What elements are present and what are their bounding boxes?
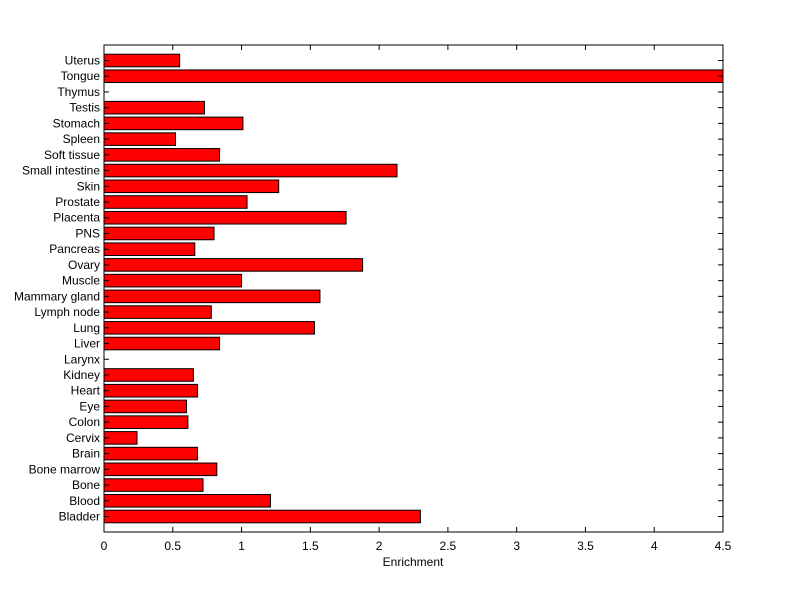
x-tick-label-4: 2 [376, 539, 383, 553]
y-tick-label-skin: Skin [77, 179, 100, 193]
bars-layer [103, 53, 724, 524]
y-tick-label-colon: Colon [69, 415, 100, 429]
bar-bone [103, 478, 204, 492]
bar-bladder [103, 509, 421, 524]
bar-kidney [103, 368, 194, 382]
x-tick-label-0: 0 [101, 539, 108, 553]
y-tick-label-larynx: Larynx [64, 352, 100, 366]
bar-ovary [103, 258, 364, 272]
x-tick-label-2: 1 [238, 539, 245, 553]
bar-uterus [103, 53, 181, 68]
y-tick-label-spleen: Spleen [63, 132, 100, 146]
y-tick-label-prostate: Prostate [55, 195, 100, 209]
y-tick-label-muscle: Muscle [62, 274, 100, 288]
y-tick-label-testis: Testis [69, 101, 100, 115]
x-tick-label-6: 3 [513, 539, 520, 553]
bar-brain [103, 446, 199, 461]
y-tick-label-bladder: Bladder [59, 510, 100, 524]
y-tick-label-placenta: Placenta [53, 211, 100, 225]
bar-bone-marrow [103, 462, 218, 477]
x-axis-label: Enrichment [383, 555, 444, 569]
bar-lung [103, 321, 315, 335]
y-tick-label-stomach: Stomach [53, 116, 100, 130]
bar-blood [103, 493, 271, 508]
bar-tongue [103, 69, 724, 84]
y-tick-label-cervix: Cervix [66, 431, 100, 445]
y-tick-label-pancreas: Pancreas [49, 242, 100, 256]
y-tick-label-liver: Liver [74, 337, 100, 351]
y-tick-label-bone-marrow: Bone marrow [29, 462, 101, 476]
y-tick-label-mammary-gland: Mammary gland [14, 289, 100, 303]
y-tick-label-bone: Bone [72, 478, 100, 492]
y-tick-label-pns: PNS [75, 226, 100, 240]
x-tick-label-3: 1.5 [302, 539, 319, 553]
bar-colon [103, 415, 189, 429]
bar-stomach [103, 116, 244, 131]
y-tick-label-soft-tissue: Soft tissue [44, 148, 100, 162]
bar-placenta [103, 210, 347, 225]
bar-testis [103, 100, 205, 115]
x-tick-label-7: 3.5 [577, 539, 594, 553]
y-tick-label-kidney: Kidney [63, 368, 100, 382]
bar-skin [103, 179, 280, 194]
y-tick-label-lymph-node: Lymph node [34, 305, 100, 319]
y-tick-label-ovary: Ovary [68, 258, 100, 272]
bar-heart [103, 383, 199, 398]
y-tick-label-thymus: Thymus [57, 85, 100, 99]
y-tick-label-small-intestine: Small intestine [22, 164, 100, 178]
y-tick-label-tongue: Tongue [61, 69, 101, 83]
y-tick-label-blood: Blood [69, 494, 100, 508]
x-axis: 0 0.5 1 1.5 2 2.5 3 3.5 4 4.5 [101, 45, 732, 553]
bar-eye [103, 399, 188, 414]
x-tick-label-1: 0.5 [164, 539, 181, 553]
bar-spleen [103, 132, 177, 146]
y-tick-label-lung: Lung [73, 321, 100, 335]
bar-lymph-node [103, 305, 212, 319]
y-tick-label-brain: Brain [72, 447, 100, 461]
bar-mammary-gland [103, 289, 321, 304]
bar-pancreas [103, 242, 196, 256]
x-tick-label-5: 2.5 [440, 539, 457, 553]
bar-prostate [103, 195, 248, 209]
y-tick-label-eye: Eye [79, 399, 100, 413]
bar-small-intestine [103, 163, 398, 178]
y-tick-label-uterus: Uterus [65, 54, 100, 68]
x-tick-label-9: 4.5 [715, 539, 732, 553]
x-tick-label-8: 4 [651, 539, 658, 553]
bar-muscle [103, 273, 243, 288]
y-tick-label-heart: Heart [71, 384, 101, 398]
bar-liver [103, 336, 221, 351]
bar-soft-tissue [103, 148, 221, 162]
bar-pns [103, 226, 215, 241]
